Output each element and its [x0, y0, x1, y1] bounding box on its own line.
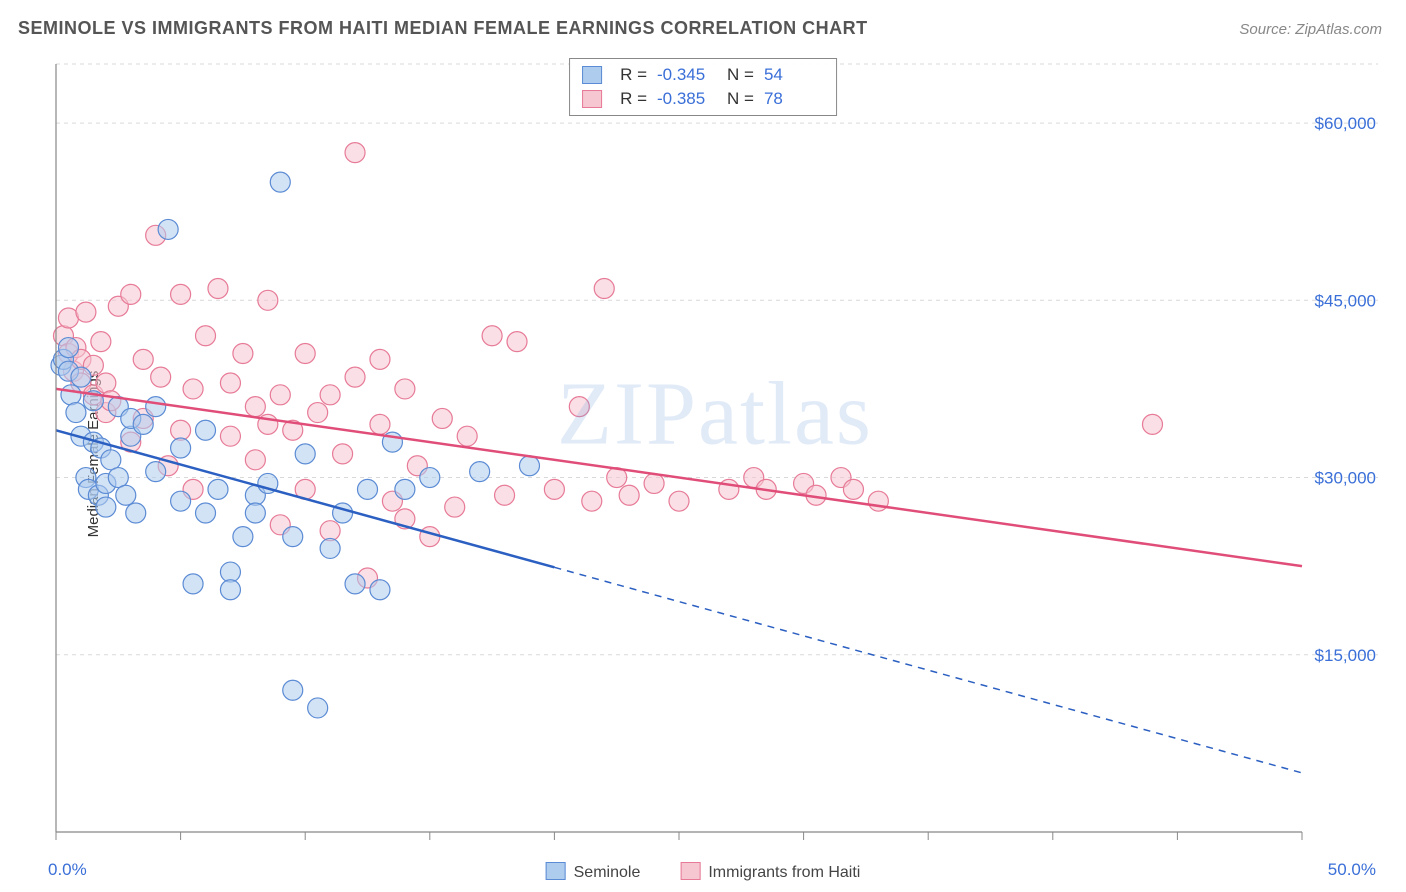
- r-value-haiti: -0.385: [657, 89, 717, 109]
- n-value-haiti: 78: [764, 89, 824, 109]
- source-attribution: Source: ZipAtlas.com: [1239, 21, 1382, 38]
- svg-text:$60,000: $60,000: [1315, 114, 1376, 133]
- series-label-haiti: Immigrants from Haiti: [708, 864, 860, 881]
- x-axis-min-label: 0.0%: [48, 860, 87, 880]
- swatch-haiti: [582, 90, 602, 108]
- n-label: N =: [727, 65, 754, 85]
- chart-title: SEMINOLE VS IMMIGRANTS FROM HAITI MEDIAN…: [18, 18, 868, 39]
- n-value-seminole: 54: [764, 65, 824, 85]
- swatch-seminole: [546, 862, 566, 880]
- correlation-legend: R = -0.345 N = 54 R = -0.385 N = 78: [569, 58, 837, 116]
- r-value-seminole: -0.345: [657, 65, 717, 85]
- scatter-plot: $15,000 $30,000 $45,000 $60,000: [48, 56, 1382, 852]
- series-legend: Seminole Immigrants from Haiti: [546, 862, 861, 882]
- x-axis-max-label: 50.0%: [1328, 860, 1376, 880]
- swatch-haiti: [680, 862, 700, 880]
- svg-text:$15,000: $15,000: [1315, 646, 1376, 665]
- svg-text:$45,000: $45,000: [1315, 291, 1376, 310]
- series-label-seminole: Seminole: [574, 864, 641, 881]
- svg-text:$30,000: $30,000: [1315, 469, 1376, 488]
- r-label: R =: [620, 65, 647, 85]
- source-prefix: Source:: [1239, 21, 1295, 38]
- n-label: N =: [727, 89, 754, 109]
- legend-item-seminole: Seminole: [546, 862, 641, 882]
- legend-row-seminole: R = -0.345 N = 54: [582, 63, 824, 87]
- swatch-seminole: [582, 66, 602, 84]
- legend-item-haiti: Immigrants from Haiti: [680, 862, 860, 882]
- legend-row-haiti: R = -0.385 N = 78: [582, 87, 824, 111]
- r-label: R =: [620, 89, 647, 109]
- source-name: ZipAtlas.com: [1295, 21, 1382, 38]
